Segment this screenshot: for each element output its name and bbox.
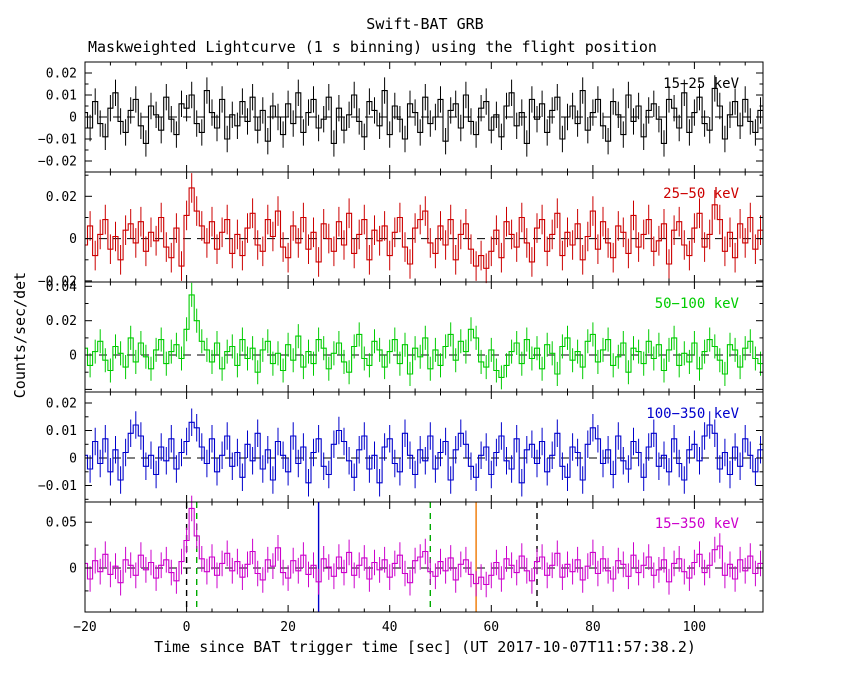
svg-text:0: 0 xyxy=(69,111,77,126)
svg-text:0.02: 0.02 xyxy=(46,397,77,412)
svg-text:−0.02: −0.02 xyxy=(38,155,77,170)
svg-text:0: 0 xyxy=(69,562,77,577)
svg-text:40: 40 xyxy=(382,620,398,635)
svg-text:0.05: 0.05 xyxy=(46,516,77,531)
svg-text:80: 80 xyxy=(585,620,601,635)
svg-text:50−100 keV: 50−100 keV xyxy=(655,296,740,312)
svg-text:100−350 keV: 100−350 keV xyxy=(646,406,739,422)
svg-text:−20: −20 xyxy=(73,620,96,635)
svg-text:15−25 keV: 15−25 keV xyxy=(663,76,739,92)
svg-text:15−350 keV: 15−350 keV xyxy=(655,516,740,532)
svg-text:0: 0 xyxy=(69,349,77,364)
svg-text:−0.02: −0.02 xyxy=(38,274,77,289)
svg-text:0.01: 0.01 xyxy=(46,89,77,104)
svg-text:0: 0 xyxy=(69,232,77,247)
y-axis-label: Counts/sec/det xyxy=(11,271,29,399)
svg-text:0.02: 0.02 xyxy=(46,190,77,205)
svg-text:60: 60 xyxy=(483,620,499,635)
x-axis-label: Time since BAT trigger time [sec] (UT 20… xyxy=(154,638,696,656)
chart-subtitle: Maskweighted Lightcurve (1 s binning) us… xyxy=(88,38,657,56)
chart-title: Swift-BAT GRB xyxy=(366,15,484,33)
svg-text:0.02: 0.02 xyxy=(46,67,77,82)
svg-text:20: 20 xyxy=(280,620,296,635)
svg-text:25−50 keV: 25−50 keV xyxy=(663,186,739,202)
svg-text:100: 100 xyxy=(683,620,706,635)
svg-text:0.04: 0.04 xyxy=(46,280,77,295)
svg-text:0: 0 xyxy=(69,452,77,467)
svg-text:−0.01: −0.01 xyxy=(38,479,77,494)
svg-text:0.02: 0.02 xyxy=(46,314,77,329)
svg-text:−0.01: −0.01 xyxy=(38,133,77,148)
svg-text:0: 0 xyxy=(183,620,191,635)
svg-text:0.01: 0.01 xyxy=(46,424,77,439)
